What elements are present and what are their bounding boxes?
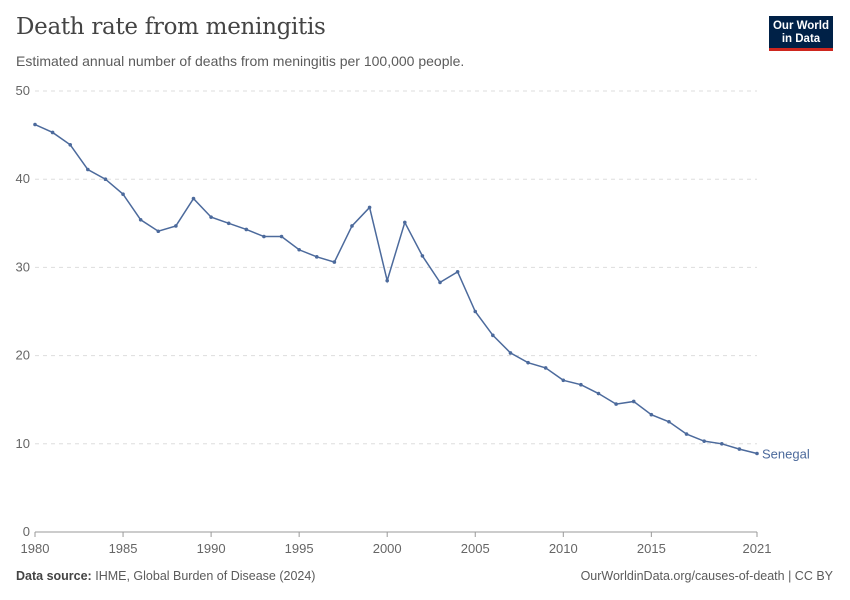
data-point (526, 360, 530, 365)
data-point (385, 278, 389, 283)
data-point (719, 442, 724, 446)
data-point (262, 234, 266, 239)
source-text[interactable]: IHME, Global Burden of Disease (2024) (95, 569, 316, 583)
data-point (33, 122, 37, 127)
data-point (403, 220, 407, 225)
data-point (50, 130, 55, 135)
data-point (579, 382, 583, 387)
data-point (121, 192, 125, 196)
x-tick-label: 1995 (285, 541, 314, 556)
data-point (649, 412, 654, 417)
x-tick-label: 2015 (637, 541, 666, 556)
data-point (314, 255, 319, 259)
data-point (279, 234, 284, 239)
data-point (596, 391, 601, 396)
data-point (332, 260, 337, 264)
logo-line1: Our World (772, 20, 829, 32)
data-point (191, 196, 196, 201)
y-tick-label: 10 (16, 436, 30, 451)
x-tick-label: 2010 (549, 541, 578, 556)
data-point (226, 221, 231, 226)
data-point (103, 177, 108, 181)
y-tick-label: 0 (23, 524, 30, 539)
y-tick-label: 40 (16, 171, 30, 186)
footer-credit[interactable]: OurWorldinData.org/causes-of-death | CC … (580, 569, 833, 583)
x-tick-label: 1980 (21, 541, 50, 556)
data-point (455, 270, 460, 274)
x-tick-label: 1985 (109, 541, 138, 556)
chart-title: Death rate from meningitis (16, 14, 326, 40)
data-point (68, 143, 73, 147)
data-point (508, 351, 513, 355)
data-point (561, 378, 566, 383)
data-point (367, 205, 372, 210)
y-tick-label: 20 (16, 348, 30, 363)
data-point (755, 451, 759, 456)
source-label: Data source: (16, 569, 92, 583)
data-point (138, 217, 143, 222)
data-point (86, 167, 90, 172)
data-point (667, 419, 671, 424)
data-point (631, 399, 636, 404)
y-tick-label: 50 (16, 83, 30, 98)
data-point (543, 366, 548, 370)
data-point (614, 402, 618, 406)
x-tick-label: 2021 (743, 541, 772, 556)
data-point (209, 215, 213, 219)
data-point (420, 254, 425, 258)
data-point (491, 333, 495, 338)
owid-logo[interactable]: Our World in Data (769, 16, 833, 51)
x-tick-label: 2000 (373, 541, 402, 556)
y-tick-label: 30 (16, 259, 30, 274)
data-point (174, 224, 178, 228)
data-point (244, 227, 249, 232)
data-point (473, 309, 478, 314)
data-point (297, 247, 301, 252)
x-tick-label: 1990 (197, 541, 226, 556)
data-point (684, 432, 689, 436)
series-line (34, 123, 758, 455)
data-point (737, 447, 742, 451)
series-label: Senegal (762, 447, 810, 462)
x-tick-label: 2005 (461, 541, 490, 556)
logo-line2: in Data (781, 33, 821, 45)
data-point (438, 280, 442, 285)
data-source: Data source: IHME, Global Burden of Dise… (16, 569, 315, 583)
chart-subtitle: Estimated annual number of deaths from m… (16, 53, 465, 69)
data-point (702, 439, 706, 443)
data-point (350, 224, 354, 228)
data-point (156, 229, 161, 234)
